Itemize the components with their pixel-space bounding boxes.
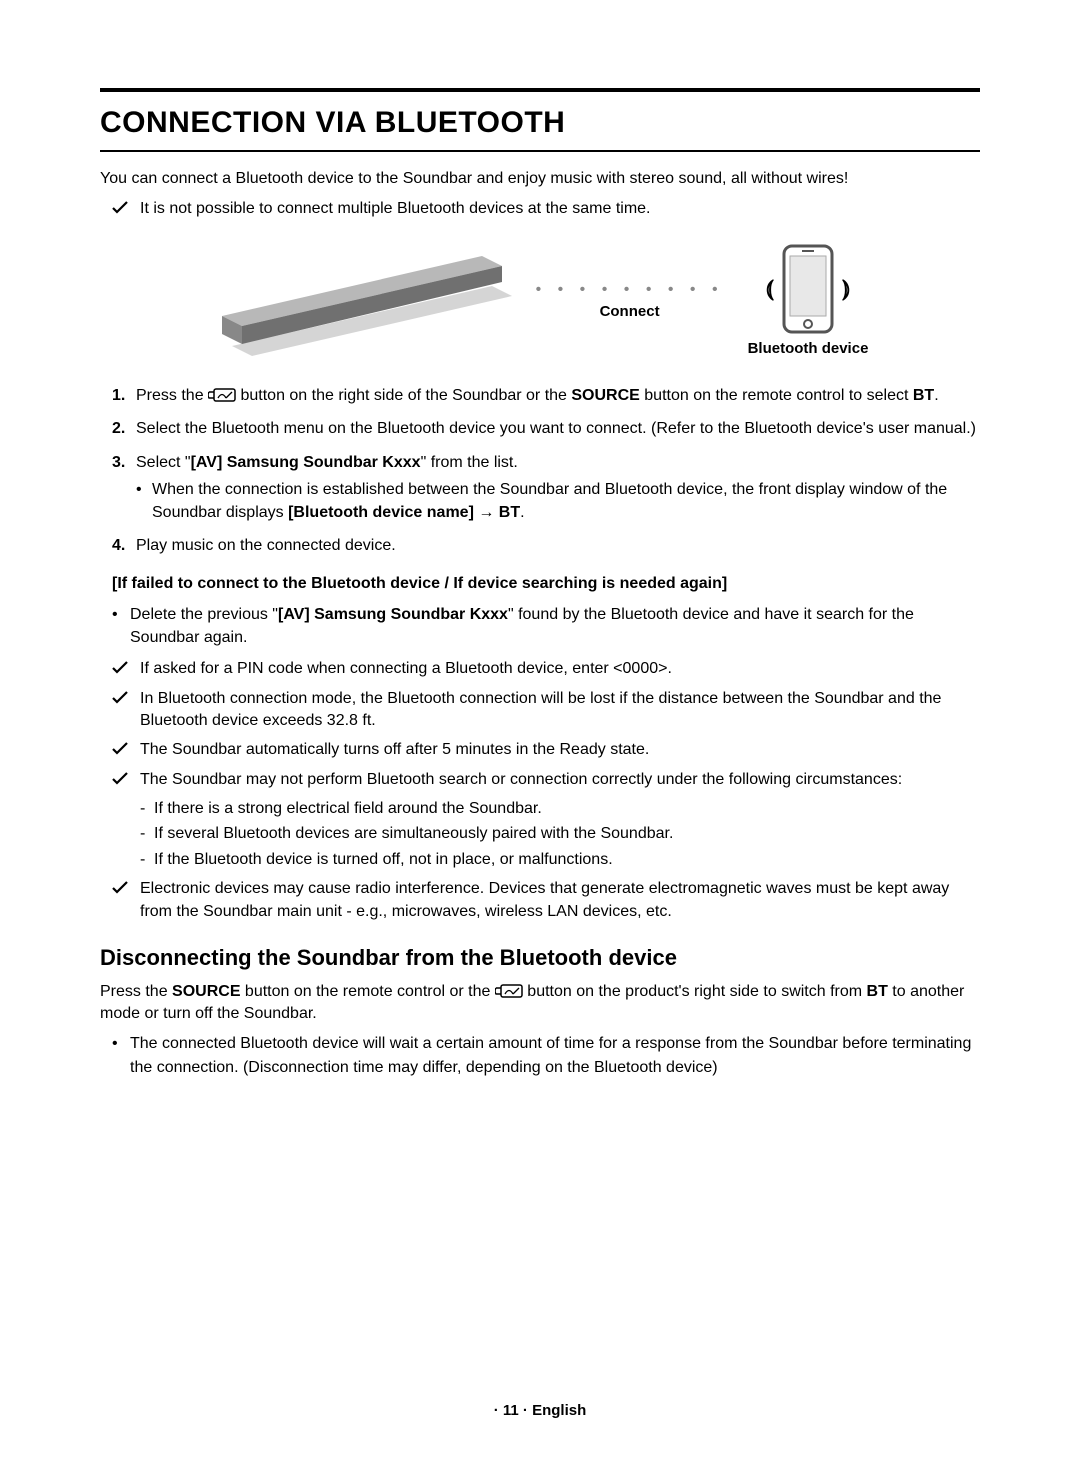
page-footer: · 11 · English [0, 1402, 1080, 1419]
intro-text: You can connect a Bluetooth device to th… [100, 168, 980, 190]
check-interference: Electronic devices may cause radio inter… [112, 878, 980, 923]
check-pin: If asked for a PIN code when connecting … [112, 658, 980, 682]
bt-device-label: Bluetooth device [748, 340, 869, 357]
source-button-icon [208, 384, 236, 407]
note-text: It is not possible to connect multiple B… [140, 198, 651, 222]
check-icon [112, 878, 130, 923]
source-button-icon [495, 981, 523, 1003]
steps-list: Press the button on the right side of th… [112, 384, 980, 557]
check-distance: In Bluetooth connection mode, the Blueto… [112, 688, 980, 733]
connect-label: Connect [600, 303, 660, 320]
check-icon [112, 198, 130, 222]
failed-bullet: Delete the previous "[AV] Samsung Soundb… [112, 603, 980, 649]
connection-diagram: • • • • • • • • • Connect ⦅ ⦆ Bluetooth … [100, 236, 980, 366]
step-1: Press the button on the right side of th… [112, 384, 980, 407]
step-3: Select "[AV] Samsung Soundbar Kxxx" from… [112, 451, 980, 525]
wave-right-icon: ⦆ [842, 275, 850, 303]
page-title: CONNECTION VIA BLUETOOTH [100, 106, 980, 140]
step-3-sub: When the connection is established betwe… [136, 478, 980, 524]
disconnect-heading: Disconnecting the Soundbar from the Blue… [100, 945, 980, 971]
check-icon [112, 658, 130, 682]
circ-1: If there is a strong electrical field ar… [140, 796, 902, 822]
disconnect-bullet: The connected Bluetooth device will wait… [112, 1032, 980, 1078]
step-4: Play music on the connected device. [112, 534, 980, 557]
soundbar-icon [212, 236, 512, 366]
disconnect-para: Press the SOURCE button on the remote co… [100, 981, 980, 1024]
connection-dots: • • • • • • • • • [536, 281, 724, 299]
check-icon [112, 769, 130, 872]
check-autooff: The Soundbar automatically turns off aft… [112, 739, 980, 763]
failed-heading: [If failed to connect to the Bluetooth d… [112, 575, 980, 593]
circ-2: If several Bluetooth devices are simulta… [140, 821, 902, 847]
circ-3: If the Bluetooth device is turned off, n… [140, 847, 902, 873]
check-circumstances: The Soundbar may not perform Bluetooth s… [112, 769, 980, 872]
wave-left-icon: ⦅ [766, 275, 774, 303]
phone-icon [780, 244, 836, 334]
note-item: It is not possible to connect multiple B… [112, 198, 980, 222]
check-icon [112, 688, 130, 733]
check-icon [112, 739, 130, 763]
step-2: Select the Bluetooth menu on the Bluetoo… [112, 417, 980, 440]
